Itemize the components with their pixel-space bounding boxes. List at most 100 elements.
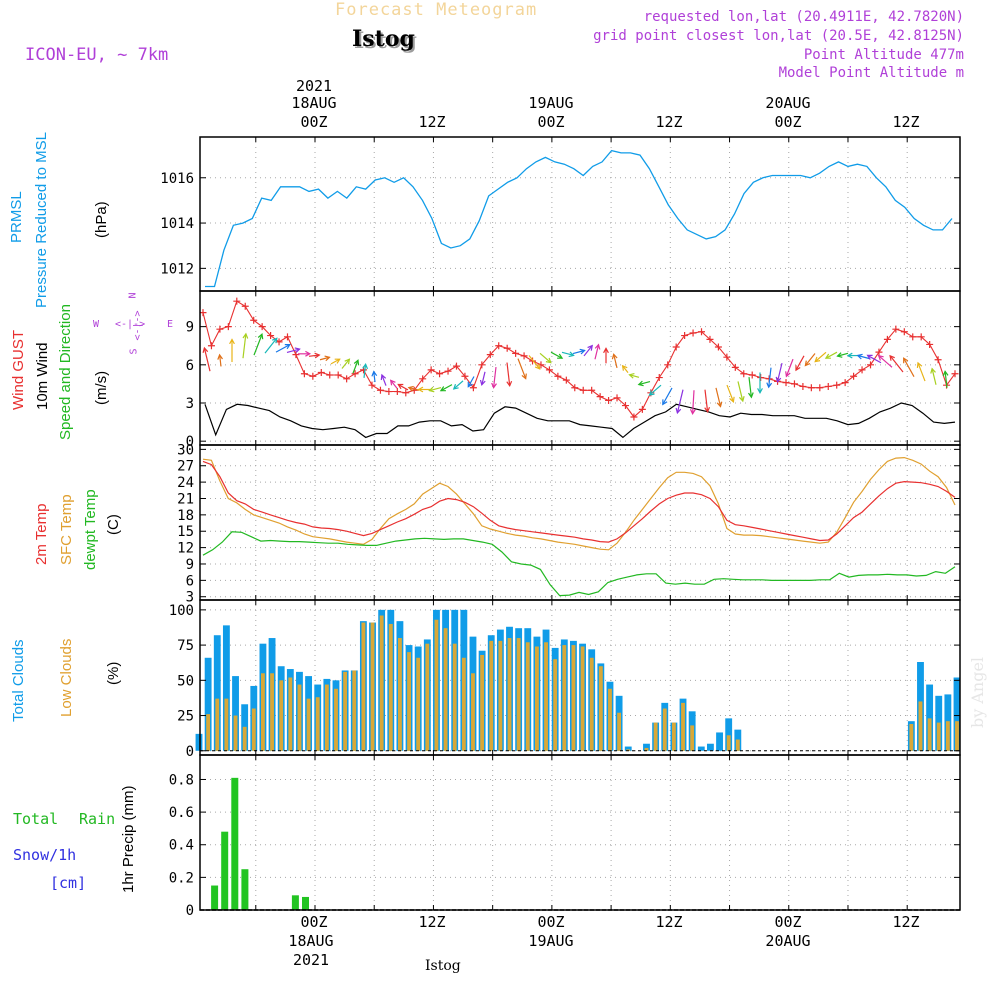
wind-direction-arrow (517, 358, 527, 379)
wind-direction-arrow (737, 381, 744, 402)
wind-direction-arrow (286, 348, 300, 353)
y-tick-label: 3 (186, 590, 194, 606)
low-clouds-bar (589, 657, 594, 751)
panel-frame (199, 444, 961, 601)
y-tick-label: 75 (177, 638, 194, 654)
compass-w: W (93, 319, 100, 330)
wind-direction-arrowhead (716, 401, 723, 408)
wind-direction-arrowhead (785, 371, 791, 378)
wind-direction-arrowhead (637, 380, 644, 387)
wind-direction-arrow (352, 360, 359, 374)
wind-direction-arrowhead (397, 383, 404, 390)
wind-gust-marker (393, 388, 401, 396)
wind-gust-marker (740, 370, 748, 378)
total-clouds-bar (204, 657, 212, 751)
low-clouds-bar (242, 726, 247, 751)
bottom-date-label-18aug: 18AUG (288, 932, 334, 950)
y-tick-label: 0 (186, 744, 194, 760)
low-clouds-bar (617, 712, 622, 751)
low-clouds-bar (425, 643, 430, 751)
wind-direction-arrow (837, 352, 849, 357)
wind-direction-arrowhead (594, 343, 601, 350)
low-clouds-bar (498, 640, 503, 751)
wind-gust-marker (892, 325, 900, 333)
wind-direction-arrow (242, 333, 247, 359)
total-clouds-bar (697, 746, 705, 751)
wind-gust-marker (419, 375, 427, 383)
wind-direction-arrow (330, 358, 340, 365)
total-rain-label-total: Total (13, 810, 59, 828)
bottom-date-label-19aug: 19AUG (528, 932, 574, 950)
low-clouds-bar (324, 684, 329, 751)
low-clouds-bar (534, 646, 539, 751)
low-clouds-bar (215, 698, 220, 751)
wind-direction-arrow (408, 386, 420, 391)
low-clouds-bar (461, 657, 466, 751)
wind-gust-marker (300, 370, 308, 378)
total-clouds-bar (926, 684, 934, 751)
top-date-label-20aug: 20AUG (765, 94, 811, 112)
low-clouds-bar (279, 680, 284, 751)
wind-direction-arrow (583, 345, 593, 357)
bottom-hour-label: 00Z (774, 913, 802, 931)
wind-direction-arrowhead (417, 386, 424, 393)
wind-gust-marker (596, 393, 604, 401)
wind-direction-arrowhead (324, 355, 331, 362)
wind-gust-marker (571, 384, 579, 392)
wind-direction-arrow (264, 337, 278, 354)
wind-direction-arrowhead (534, 363, 541, 370)
y-tick-label: 15 (177, 524, 194, 540)
wind-gust-marker (267, 332, 275, 340)
requested-coords: requested lon,lat (20.4911E, 42.7820N) (643, 9, 964, 25)
wind-gust-marker (841, 379, 849, 387)
bottom-hour-label: 12Z (418, 913, 446, 931)
wind-direction-arrow (341, 358, 350, 369)
wind-direction-arrowhead (621, 364, 628, 371)
wind-gust-marker (782, 379, 790, 387)
wind-direction-arrowhead (689, 408, 696, 416)
top-hour-label: 12Z (892, 113, 920, 131)
dewpoint-line (202, 531, 956, 597)
low-clouds-bar (562, 645, 567, 751)
y-tick-label: 27 (177, 459, 194, 475)
wind-direction-arrowhead (305, 350, 312, 357)
y-tick-label: 21 (177, 491, 194, 507)
wind-direction-arrow (814, 351, 827, 363)
wind-direction-arrow (638, 380, 651, 386)
low-clouds-bar (480, 654, 485, 751)
wind-direction-arrowhead (284, 344, 291, 350)
low-clouds-bar (936, 722, 941, 751)
wind-gust-marker (436, 370, 444, 378)
y-tick-label: 12 (177, 541, 194, 557)
low-clouds-bar (945, 721, 950, 751)
low-clouds-bar (507, 638, 512, 751)
low-clouds-bar (416, 657, 421, 751)
total-clouds-bar (725, 718, 733, 751)
station-name: Istog (352, 26, 415, 52)
total-clouds-bar (195, 733, 203, 751)
wind-direction-arrowhead (587, 344, 593, 351)
wind-gust-marker (816, 384, 824, 392)
total-clouds-bar (624, 746, 632, 751)
bottom-station-label: Istog (425, 958, 461, 974)
wind-direction-arrowhead (942, 370, 949, 377)
low-clouds-bar (224, 698, 229, 751)
low-clouds-bar (361, 622, 366, 751)
bottom-year-label: 2021 (292, 951, 330, 969)
wind-direction-arrow (795, 355, 805, 371)
top-date-label-19aug: 19AUG (528, 94, 574, 112)
wind-gust-marker (579, 386, 587, 394)
wind-gust-marker (790, 380, 798, 388)
wind-direction-arrow (398, 384, 409, 391)
wind-gust-marker (283, 333, 291, 341)
wind-direction-arrow (275, 344, 291, 353)
wind-direction-arrow (481, 371, 486, 385)
wind-direction-arrowhead (603, 347, 609, 354)
wind-direction-arrow (594, 344, 600, 360)
y-tick-label: 25 (177, 709, 194, 725)
wind-gust-marker (664, 361, 672, 369)
wind-gust-marker (207, 342, 215, 350)
low-clouds-bar (407, 652, 411, 751)
wind-gust-marker (833, 381, 841, 389)
wind-gust-marker (638, 405, 646, 413)
